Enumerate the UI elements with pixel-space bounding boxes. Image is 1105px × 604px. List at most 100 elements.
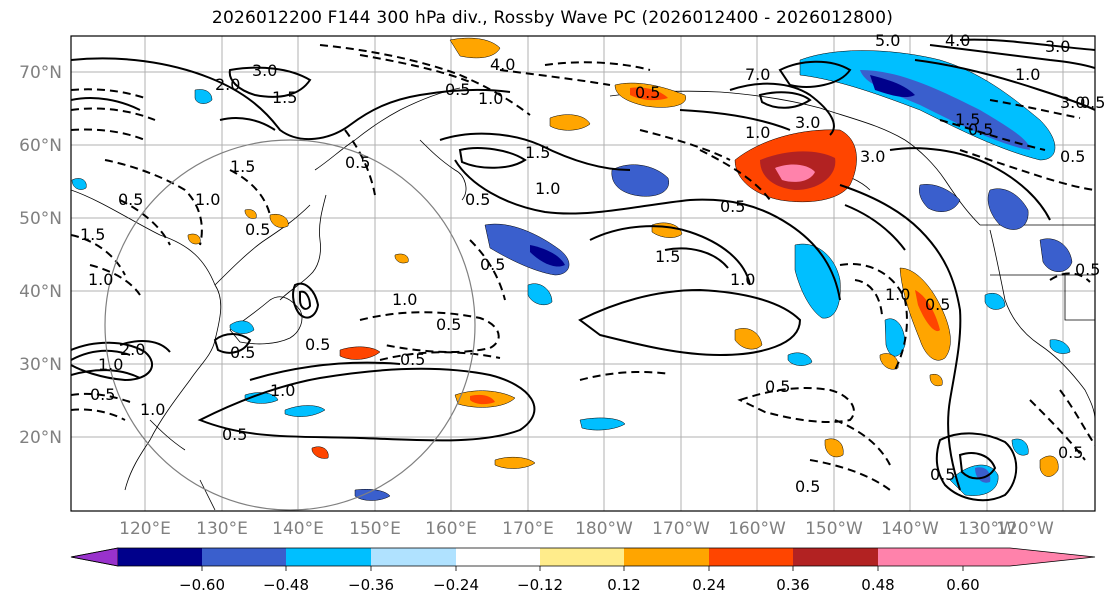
contour-label: 5.0	[875, 31, 900, 50]
colorbar-outline	[70, 547, 1096, 567]
lon-label: 140°W	[881, 519, 939, 539]
colorbar-tick-label: 0.24	[692, 576, 725, 594]
lon-label: 180°W	[575, 519, 633, 539]
contour-label: 2.0	[215, 75, 240, 94]
colorbar-segment	[456, 548, 540, 566]
contour-label: 0.5	[245, 220, 270, 239]
contour-label: 1.5	[230, 157, 255, 176]
contour-label: 0.5	[1075, 260, 1100, 279]
contour-label: 0.5	[445, 80, 470, 99]
colorbar-segment	[878, 548, 963, 566]
colorbar-segment	[286, 548, 371, 566]
contour-label: 0.5	[345, 153, 370, 172]
lon-label: 120°W	[996, 519, 1054, 539]
lon-label: 150°W	[805, 519, 863, 539]
contour-label: 0.5	[465, 190, 490, 209]
colorbar-tick-label: −0.12	[517, 576, 563, 594]
lat-label: 30°N	[19, 355, 62, 375]
contour-label: 1.0	[885, 285, 910, 304]
contour-label: 1.0	[98, 355, 123, 374]
contour-label: 1.0	[730, 270, 755, 289]
negative-divergence-shading	[71, 50, 1073, 501]
colorbar-tick-label: −0.36	[348, 576, 394, 594]
contour-label: 1.5	[80, 225, 105, 244]
lat-label: 40°N	[19, 282, 62, 302]
coastlines	[71, 87, 1095, 511]
contour-label: 1.0	[88, 270, 113, 289]
contour-label: 0.5	[925, 295, 950, 314]
lat-label: 60°N	[19, 136, 62, 156]
map-frame	[70, 35, 1096, 512]
contour-label: 1.0	[535, 179, 560, 198]
colorbar-segment	[118, 548, 202, 566]
contour-label: 1.0	[478, 89, 503, 108]
contour-label: 0.5	[90, 385, 115, 404]
lat-label: 20°N	[19, 428, 62, 448]
contour-label: 0.5	[1060, 147, 1085, 166]
contour-label-layer: 3.0 4.0 2.0 1.5 0.5 1.0 1.5 0.5 1.0 0.5 …	[80, 31, 1105, 496]
colorbar-segment	[709, 548, 793, 566]
contour-label: 4.0	[945, 31, 970, 50]
positive-divergence-shading	[187, 37, 1059, 477]
colorbar-tick-label: 0.36	[776, 576, 809, 594]
contour-label: 3.0	[1060, 93, 1085, 112]
colorbar: −0.60 −0.48 −0.36 −0.24 −0.12 0.12 0.24 …	[70, 547, 1096, 594]
lon-label: 170°E	[502, 519, 554, 539]
dashed-contours	[71, 44, 1095, 491]
lon-label: 130°E	[196, 519, 248, 539]
lon-label: 160°E	[425, 519, 477, 539]
contour-label: 1.0	[1015, 65, 1040, 84]
contour-label: 0.5	[400, 350, 425, 369]
contour-label: 1.0	[392, 290, 417, 309]
contour-label: 0.5	[930, 465, 955, 484]
contour-label: 0.5	[720, 197, 745, 216]
contour-label: 0.5	[230, 343, 255, 362]
colorbar-max-extension	[963, 548, 1095, 566]
lat-label: 70°N	[19, 63, 62, 83]
contour-label: 0.5	[795, 477, 820, 496]
contour-label: 1.5	[525, 143, 550, 162]
colorbar-segment	[371, 548, 456, 566]
contour-label: 0.5	[765, 377, 790, 396]
contour-label: 1.5	[955, 110, 980, 129]
contour-label: 0.5	[1080, 93, 1105, 112]
colorbar-tick-label: −0.60	[179, 576, 225, 594]
colorbar-segment	[540, 548, 624, 566]
latitude-axis: 70°N 60°N 50°N 40°N 30°N 20°N	[19, 63, 62, 448]
contour-label: 1.5	[272, 88, 297, 107]
colorbar-tick-label: 0.48	[861, 576, 894, 594]
lat-label: 50°N	[19, 209, 62, 229]
lon-label: 150°E	[349, 519, 401, 539]
colorbar-tick-label: −0.24	[433, 576, 479, 594]
contour-label: 1.5	[655, 247, 680, 266]
contour-label: 7.0	[745, 65, 770, 84]
contour-label: 1.0	[270, 381, 295, 400]
rossby-region-circle	[104, 139, 476, 511]
colorbar-segment	[624, 548, 709, 566]
contour-label: 0.5	[480, 255, 505, 274]
longitude-axis: 120°E 130°E 140°E 150°E 160°E 170°E 180°…	[119, 519, 1054, 539]
colorbar-segment	[793, 548, 878, 566]
colorbar-tick-label: 0.60	[946, 576, 979, 594]
contour-label: 0.5	[968, 120, 993, 139]
contour-label: 4.0	[490, 55, 515, 74]
lon-label: 130°W	[958, 519, 1016, 539]
contour-label: 1.0	[745, 123, 770, 142]
contour-label: 0.5	[222, 425, 247, 444]
contour-label: 1.0	[140, 400, 165, 419]
contour-label: 3.0	[860, 147, 885, 166]
lon-label: 170°W	[652, 519, 710, 539]
contour-label: 1.0	[195, 190, 220, 209]
lon-label: 120°E	[119, 519, 171, 539]
japan-tight-contours	[71, 339, 171, 382]
contour-label: 3.0	[1045, 37, 1070, 56]
contour-label: 3.0	[252, 61, 277, 80]
contour-label: 0.5	[305, 335, 330, 354]
contour-label: 0.5	[118, 190, 143, 209]
contour-label: 0.5	[635, 83, 660, 102]
lon-label: 140°E	[272, 519, 324, 539]
contour-label: 2.0	[120, 340, 145, 359]
colorbar-tick-label: 0.12	[607, 576, 640, 594]
colorbar-segment	[202, 548, 286, 566]
